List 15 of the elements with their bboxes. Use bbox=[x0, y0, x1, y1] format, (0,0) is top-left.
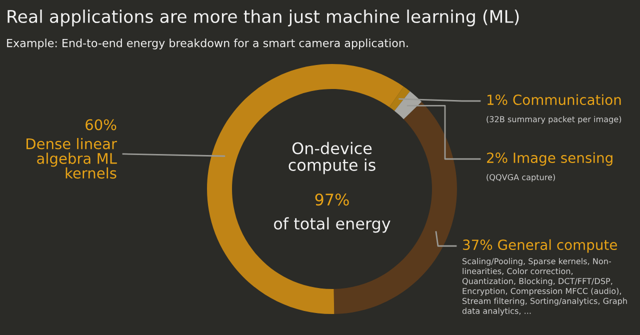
text: of total energy bbox=[274, 217, 390, 233]
slice-label: 2% Image sensing bbox=[487, 152, 612, 166]
text: (32B summary packet per image) bbox=[486, 116, 622, 124]
text: 97% bbox=[315, 194, 349, 206]
chart-title: Real applications are more than just machine learning (ML) bbox=[8, 10, 519, 26]
slice-label: 1% Communication bbox=[488, 94, 621, 106]
data-label: 60% bbox=[86, 119, 116, 130]
text: (QQVGA capture) bbox=[486, 174, 555, 182]
donut-slice bbox=[207, 64, 404, 314]
text: Scaling/Pooling, Sparse kernels, Non- linearities, Color correction, Quantization, Blocking, DCT/FFT/DSP, Encryption, Compression MFCC (audio), Stream filtering, Sorting/analytics, Graph data analytics, ... bbox=[462, 258, 627, 316]
chart-subtitle: Example: End-to-end energy breakdown for a smart camera application. bbox=[7, 38, 408, 50]
slice-label: 37% General compute bbox=[463, 239, 617, 253]
donut-slice bbox=[389, 86, 410, 111]
slice-label: Dense linear algebra ML kernels bbox=[26, 138, 117, 179]
text: On-device compute is bbox=[288, 142, 376, 174]
